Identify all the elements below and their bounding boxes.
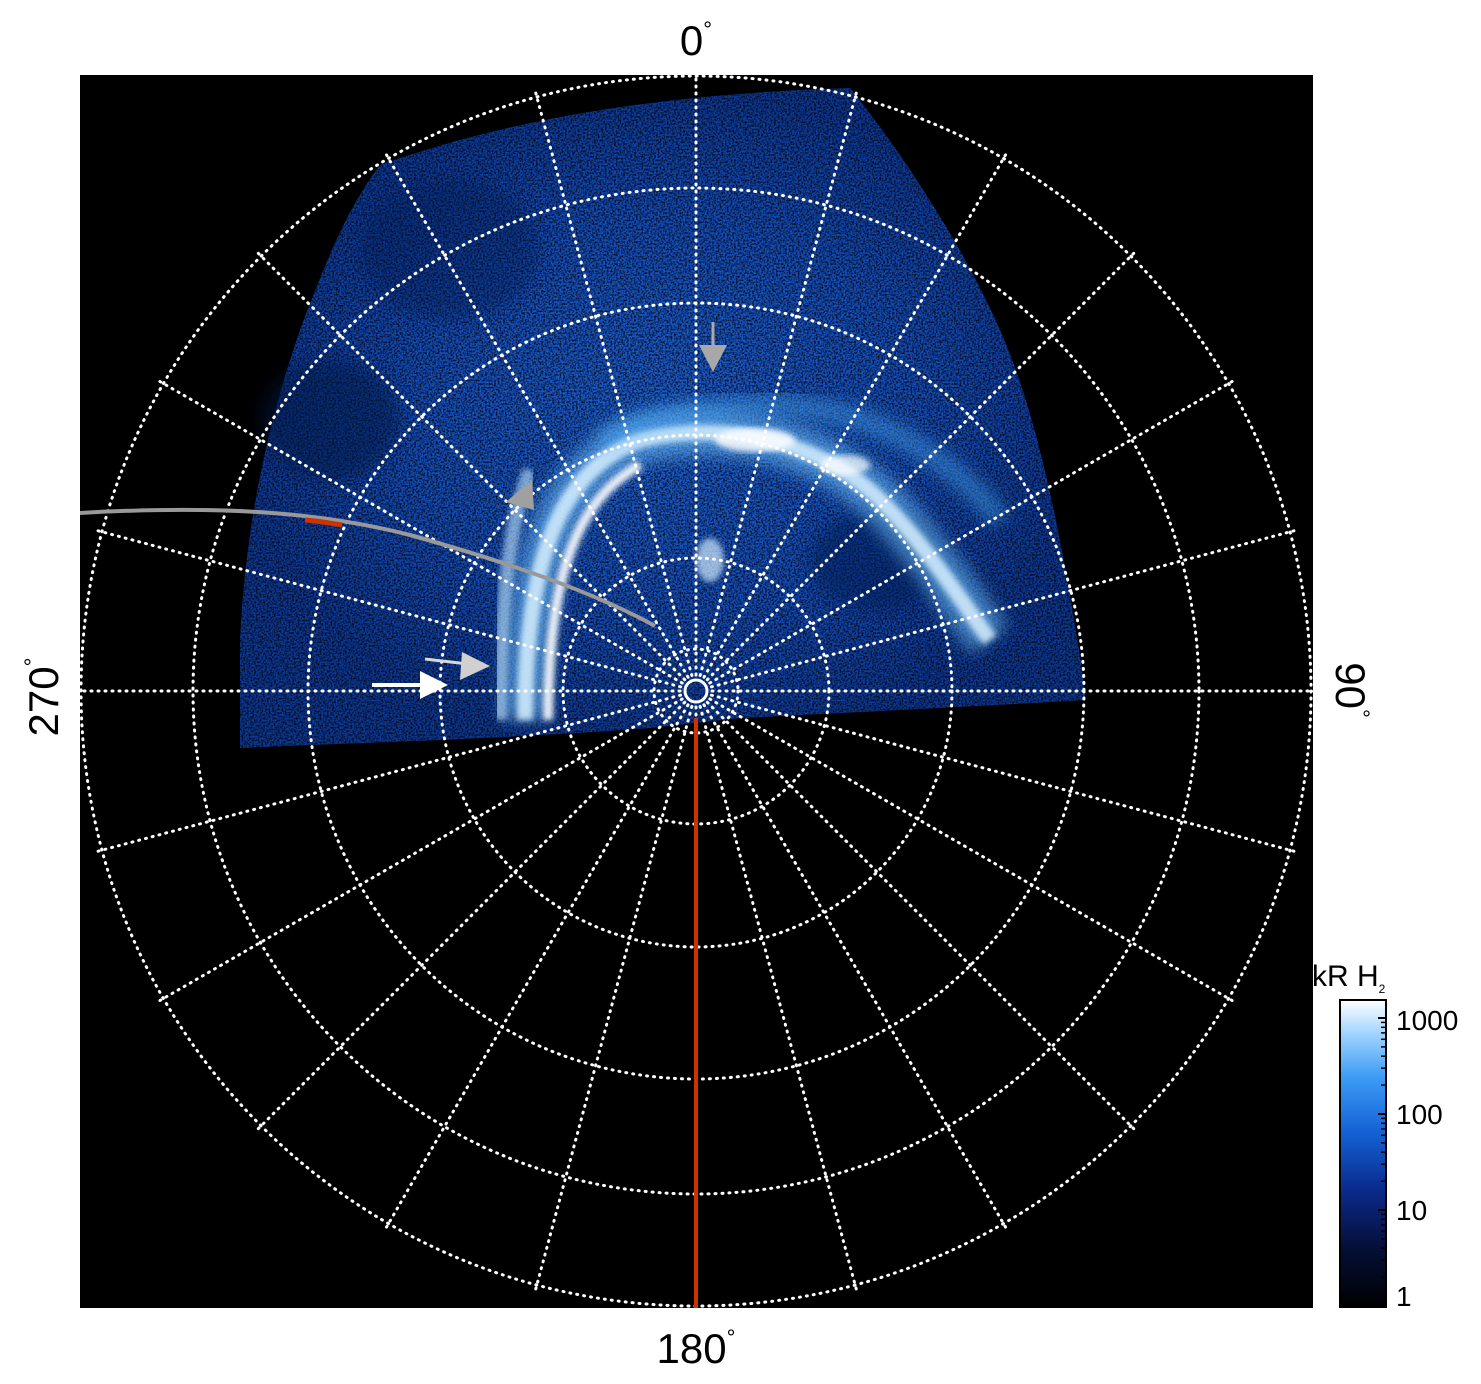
grid-spoke — [702, 703, 1008, 1230]
angle-label-top: 0° — [680, 17, 712, 64]
grid-spoke — [534, 90, 694, 678]
grid-spoke — [384, 152, 690, 679]
footprint-track-highlight — [304, 517, 343, 528]
angle-label-left: 270° — [20, 658, 67, 737]
colorbar-title: kR H2 — [1312, 960, 1386, 996]
grid-spoke — [384, 703, 690, 1230]
grid-spoke — [698, 704, 858, 1292]
grid-spoke — [702, 152, 1008, 679]
colorbar-major-ticks — [1378, 1017, 1386, 1211]
colorbar-gradient — [1339, 999, 1387, 1308]
grid-spoke — [705, 700, 1136, 1131]
grey-arrow — [506, 480, 534, 510]
grid-circle — [652, 647, 740, 735]
colorbar-tick-label: 100 — [1396, 1099, 1443, 1130]
footprint-track — [80, 507, 656, 628]
colorbar-tick-label: 1 — [1396, 1281, 1412, 1312]
pole-marker — [683, 678, 709, 704]
colorbar-minor-ticks — [1381, 1021, 1386, 1278]
grey-arrow — [424, 652, 490, 680]
grid-spoke — [709, 529, 1297, 689]
grid-spoke — [534, 704, 694, 1292]
grid-spoke — [705, 251, 1136, 682]
grey-arrow — [699, 322, 727, 372]
grid-spokes — [80, 75, 1313, 1308]
grid-spoke — [256, 700, 687, 1131]
angle-label-bottom: 180° — [657, 1325, 736, 1372]
grid-spoke — [708, 379, 1235, 685]
colorbar: kR H2 1000 100 10 1 — [1312, 960, 1458, 1312]
colorbar-tick-label: 1000 — [1396, 1005, 1458, 1036]
grid-spoke — [709, 693, 1297, 853]
white-arrow — [372, 671, 448, 699]
main-auroral-oval — [493, 393, 1009, 721]
grid-spoke — [95, 529, 683, 689]
grid-spoke — [256, 251, 687, 682]
colorbar-tick-label: 10 — [1396, 1195, 1427, 1226]
grid-spoke — [157, 379, 684, 685]
grid-spoke — [698, 90, 858, 678]
grid-spoke — [95, 693, 683, 853]
angle-label-right: 90° — [1327, 662, 1374, 718]
grid-spoke — [157, 697, 684, 1003]
grid-spoke — [708, 697, 1235, 1003]
